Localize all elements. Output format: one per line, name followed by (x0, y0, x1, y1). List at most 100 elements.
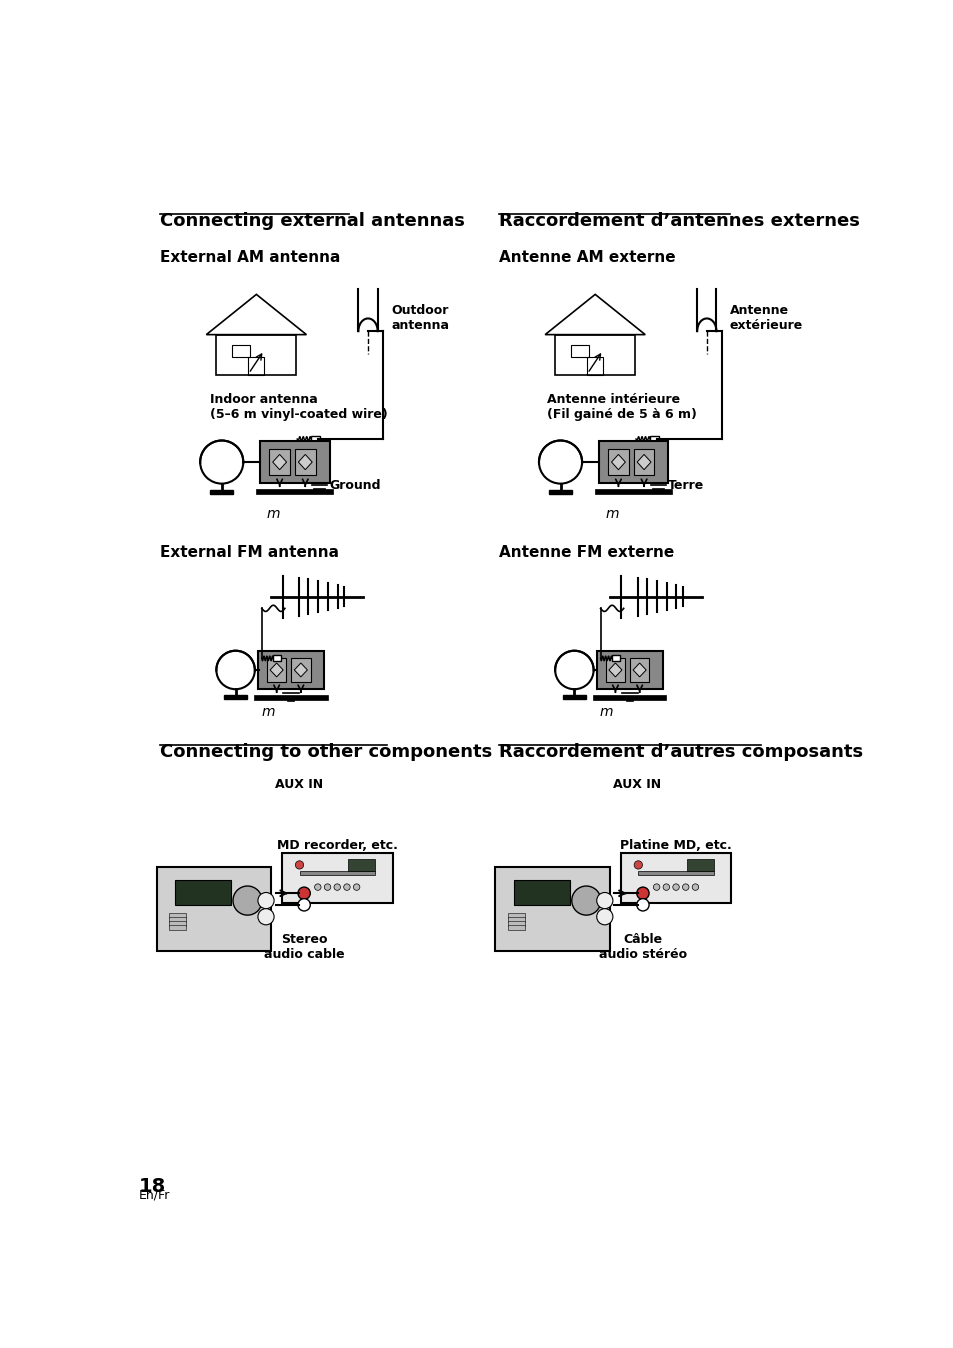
Circle shape (314, 884, 321, 890)
Polygon shape (633, 663, 645, 677)
FancyBboxPatch shape (294, 449, 315, 474)
Bar (593, 696, 666, 700)
Circle shape (297, 899, 310, 911)
Text: Antenne intérieure
(Fil gainé de 5 à 6 m): Antenne intérieure (Fil gainé de 5 à 6 m… (547, 392, 697, 421)
FancyBboxPatch shape (607, 449, 628, 474)
Bar (254, 696, 327, 700)
Text: m: m (605, 507, 618, 520)
Bar (555, 334, 635, 375)
Bar (514, 880, 569, 905)
FancyBboxPatch shape (495, 867, 610, 950)
Text: Terre: Terre (668, 479, 704, 492)
Text: Stereo
audio cable: Stereo audio cable (264, 933, 344, 961)
Bar (638, 871, 713, 875)
Bar (170, 913, 186, 918)
Text: Câble
audio stéréo: Câble audio stéréo (598, 933, 686, 961)
FancyBboxPatch shape (620, 853, 731, 903)
FancyBboxPatch shape (156, 867, 271, 950)
Text: Connecting to other components: Connecting to other components (160, 743, 492, 762)
Text: MD recorder, etc.: MD recorder, etc. (276, 840, 397, 852)
Bar (508, 925, 524, 930)
FancyBboxPatch shape (605, 658, 624, 682)
Bar (586, 357, 602, 375)
Circle shape (681, 884, 688, 890)
Circle shape (634, 861, 641, 869)
Circle shape (257, 892, 274, 909)
Text: Raccordement d’antennes externes: Raccordement d’antennes externes (498, 212, 859, 229)
FancyBboxPatch shape (281, 853, 393, 903)
Circle shape (353, 884, 359, 890)
Circle shape (692, 884, 698, 890)
Circle shape (233, 886, 262, 915)
Text: Antenne FM externe: Antenne FM externe (498, 545, 674, 561)
Circle shape (297, 887, 310, 899)
FancyBboxPatch shape (260, 441, 329, 483)
Bar (571, 345, 588, 357)
Bar (170, 925, 186, 930)
Circle shape (672, 884, 679, 890)
Circle shape (257, 909, 274, 925)
Bar (248, 357, 264, 375)
FancyBboxPatch shape (258, 651, 323, 689)
Bar (224, 696, 247, 700)
Bar (348, 860, 375, 871)
Circle shape (324, 884, 331, 890)
FancyBboxPatch shape (291, 658, 311, 682)
Bar (256, 489, 333, 493)
Text: m: m (261, 705, 274, 718)
Polygon shape (611, 454, 625, 469)
FancyBboxPatch shape (267, 658, 286, 682)
Circle shape (596, 909, 612, 925)
Bar (548, 489, 572, 493)
Bar (210, 489, 233, 493)
Circle shape (571, 886, 600, 915)
Polygon shape (270, 663, 283, 677)
Bar (311, 435, 320, 442)
Bar (508, 913, 524, 918)
Polygon shape (637, 454, 650, 469)
Circle shape (662, 884, 669, 890)
Polygon shape (294, 663, 307, 677)
Text: External AM antenna: External AM antenna (160, 251, 340, 266)
Text: m: m (266, 507, 280, 520)
Text: Ground: Ground (329, 479, 380, 492)
FancyBboxPatch shape (598, 441, 668, 483)
Text: Raccordement d’autres composants: Raccordement d’autres composants (498, 743, 862, 762)
Polygon shape (608, 663, 621, 677)
Text: 18: 18 (138, 1177, 166, 1196)
FancyBboxPatch shape (597, 651, 662, 689)
Bar (595, 489, 672, 493)
Circle shape (596, 892, 612, 909)
Circle shape (343, 884, 350, 890)
Bar (170, 917, 186, 922)
Bar (170, 921, 186, 926)
Bar (274, 655, 281, 662)
Text: En/Fr: En/Fr (138, 1188, 170, 1201)
Bar (299, 871, 375, 875)
Circle shape (295, 861, 303, 869)
FancyBboxPatch shape (633, 449, 654, 474)
Bar (216, 334, 296, 375)
FancyBboxPatch shape (629, 658, 649, 682)
Circle shape (334, 884, 340, 890)
Circle shape (653, 884, 659, 890)
Text: Antenne
extérieure: Antenne extérieure (729, 305, 802, 332)
Text: Indoor antenna
(5–6 m vinyl-coated wire): Indoor antenna (5–6 m vinyl-coated wire) (210, 392, 388, 421)
Circle shape (636, 887, 648, 899)
Circle shape (636, 899, 648, 911)
Text: External FM antenna: External FM antenna (160, 545, 338, 561)
Bar (508, 917, 524, 922)
Polygon shape (273, 454, 286, 469)
Text: Antenne AM externe: Antenne AM externe (498, 251, 675, 266)
Text: Platine MD, etc.: Platine MD, etc. (619, 840, 731, 852)
Text: AUX IN: AUX IN (613, 778, 660, 791)
Bar (174, 880, 231, 905)
Bar (686, 860, 713, 871)
Bar (562, 696, 585, 700)
Bar (649, 435, 659, 442)
Bar (508, 921, 524, 926)
Bar (233, 345, 250, 357)
Text: AUX IN: AUX IN (274, 778, 322, 791)
Bar (612, 655, 619, 662)
Text: m: m (599, 705, 613, 718)
